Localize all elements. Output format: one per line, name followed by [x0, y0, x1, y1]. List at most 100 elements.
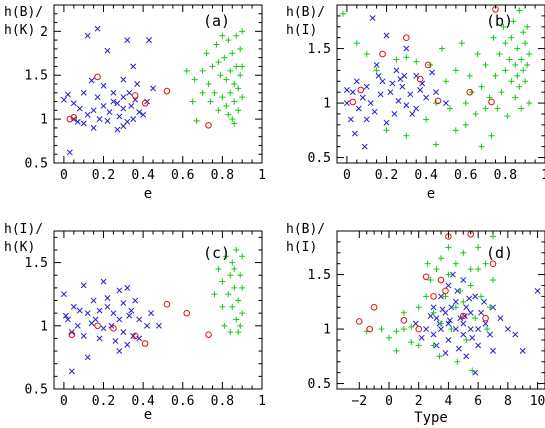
x-marker-point — [413, 105, 420, 112]
x-marker-point — [110, 310, 117, 317]
panel-d-xlabel: Type — [414, 410, 448, 426]
x-marker-point — [403, 45, 410, 52]
x-marker-point — [156, 322, 162, 329]
x-marker-point — [134, 81, 141, 87]
x-marker-point — [112, 338, 119, 344]
plus-marker-point — [498, 89, 505, 96]
x-marker-point — [387, 89, 394, 96]
x-marker-point — [475, 342, 482, 349]
plus-marker-point — [386, 334, 392, 341]
plus-marker-point — [500, 23, 507, 30]
x-marker-point — [110, 98, 117, 105]
x-marker-point — [461, 313, 468, 319]
x-marker-point — [430, 304, 437, 311]
plus-marker-point — [415, 342, 422, 349]
plus-marker-point — [231, 265, 238, 272]
plus-marker-point — [231, 284, 238, 291]
plus-marker-point — [239, 284, 246, 291]
x-tick-label: 10 — [530, 394, 545, 409]
x-marker-point — [469, 334, 476, 341]
plus-marker-point — [518, 56, 525, 63]
plus-marker-point — [199, 89, 206, 96]
x-marker-point — [455, 345, 462, 352]
x-tick-label: 0.4 — [414, 168, 438, 183]
y-tick-label: 2 — [40, 25, 48, 40]
plus-marker-point — [508, 78, 515, 85]
plus-marker-point — [514, 72, 521, 79]
plus-marker-point — [231, 120, 238, 127]
plus-marker-point — [408, 323, 415, 330]
plus-marker-point — [457, 287, 464, 294]
x-marker-point — [144, 322, 151, 329]
x-marker-point — [100, 325, 107, 332]
x-marker-point — [120, 329, 127, 336]
x-marker-point — [343, 100, 350, 107]
x-marker-point — [463, 353, 470, 360]
plus-marker-point — [235, 297, 242, 304]
plus-marker-point — [353, 40, 360, 47]
circle-marker-point — [183, 309, 191, 317]
plus-marker-point — [508, 34, 515, 41]
plus-marker-point — [229, 303, 236, 310]
circle-marker-point — [424, 61, 432, 69]
plus-marker-point — [215, 59, 222, 66]
circle-marker-point — [110, 325, 117, 332]
plus-marker-point — [482, 260, 489, 267]
x-marker-point — [361, 143, 368, 150]
plus-marker-point — [516, 7, 523, 14]
plus-marker-point — [475, 266, 482, 273]
plus-marker-point — [189, 98, 196, 105]
circle-marker-point — [141, 100, 149, 107]
x-marker-point — [124, 118, 131, 125]
y-tick-label: 1 — [323, 323, 331, 338]
plus-marker-point — [183, 67, 190, 74]
x-marker-point — [359, 94, 366, 101]
x-marker-point — [80, 332, 87, 339]
x-marker-point — [363, 83, 370, 90]
plus-marker-point — [445, 244, 452, 251]
circle-marker-point — [379, 50, 386, 58]
x-marker-point — [519, 347, 526, 354]
circle-marker-point — [422, 273, 430, 281]
x-marker-point — [445, 320, 452, 327]
y-tick-label: 1 — [40, 113, 48, 128]
x-marker-point — [446, 317, 453, 324]
circle-marker-point — [355, 318, 363, 325]
x-marker-point — [401, 72, 408, 79]
y-tick-label: 1.5 — [25, 69, 48, 84]
x-tick-label: 0.6 — [171, 168, 194, 183]
plus-marker-point — [199, 67, 206, 74]
plus-marker-point — [488, 132, 495, 139]
x-marker-point — [442, 350, 449, 356]
panel-b: 0 0.2 0.4 0.6 0.8 1 0.5 1 1.5 (b) h(B)/ h(I) e — [286, 4, 545, 202]
x-marker-point — [62, 312, 69, 319]
x-marker-point — [433, 315, 440, 322]
plus-marker-point — [478, 143, 485, 150]
x-marker-point — [60, 291, 67, 298]
plus-marker-point — [496, 51, 503, 58]
x-marker-point — [74, 118, 81, 125]
plus-marker-point — [518, 105, 525, 112]
plus-marker-point — [524, 61, 531, 68]
panel-a-label: (a) — [203, 12, 230, 30]
plus-marker-point — [211, 89, 218, 96]
y-tick-label: 1.5 — [308, 268, 331, 283]
plus-marker-point — [510, 18, 517, 25]
plus-marker-point — [466, 72, 473, 79]
x-marker-point — [94, 25, 101, 32]
x-marker-point — [104, 303, 111, 310]
plus-marker-point — [211, 291, 218, 298]
plus-marker-point — [452, 304, 459, 311]
x-marker-point — [442, 100, 449, 107]
x-marker-point — [76, 307, 83, 314]
plus-marker-point — [227, 67, 234, 74]
circle-marker-point — [349, 98, 357, 106]
plus-marker-point — [413, 58, 420, 65]
x-tick-label: 0.6 — [454, 168, 477, 183]
plus-marker-point — [478, 83, 485, 90]
plus-marker-point — [373, 67, 380, 74]
x-marker-point — [90, 124, 97, 131]
circle-marker-point — [434, 97, 442, 105]
x-tick-label: 0 — [343, 168, 351, 183]
plus-marker-point — [452, 67, 459, 74]
